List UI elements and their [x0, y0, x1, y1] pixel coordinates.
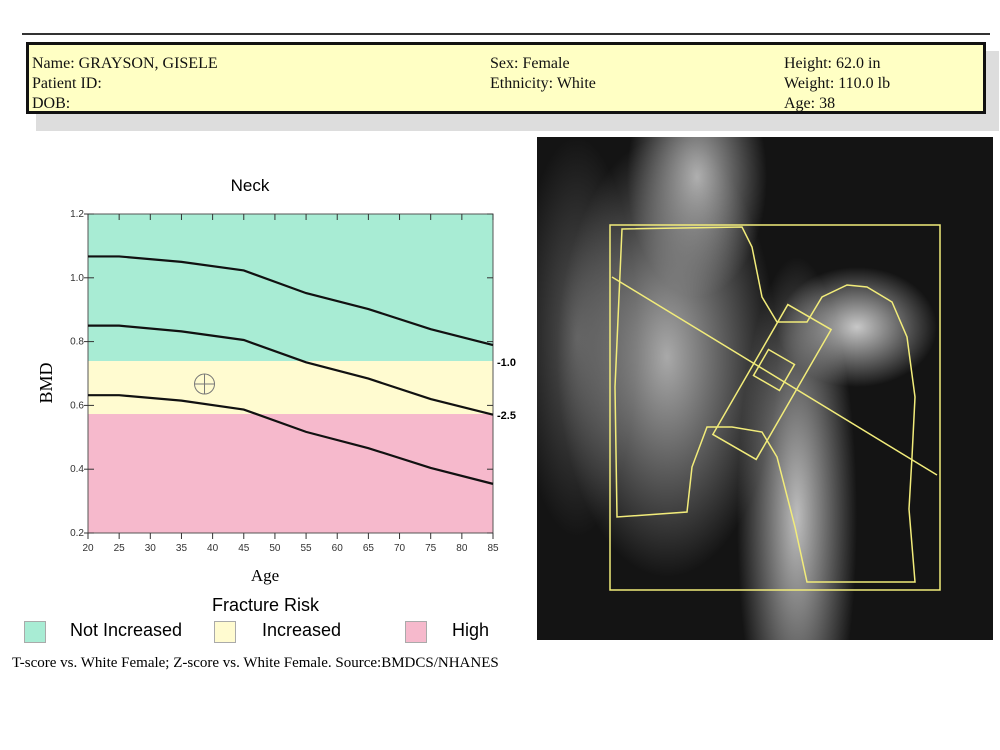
legend-label-not-increased: Not Increased: [70, 620, 183, 640]
y-tick-label: 0.6: [70, 400, 84, 411]
y-tick-label: 0.8: [70, 337, 84, 348]
plot-frame: [87, 213, 494, 534]
x-axis-label: Age: [251, 566, 279, 585]
neck-axis-line: [611, 276, 938, 476]
bmd-chart: Neck 20 25 30 35 40 45 50 55 60 65 70 75 80 85 0.2 0.4 0…: [36, 176, 516, 585]
x-tick-label: 65: [363, 543, 375, 554]
t-score-label: -2.5: [497, 410, 516, 422]
roi-overlay: [609, 224, 941, 591]
y-axis-label: BMD: [36, 362, 56, 403]
y-tick-label: 1.2: [70, 209, 84, 220]
patient-dob: DOB:: [32, 95, 71, 112]
femur-outline: [614, 226, 916, 583]
x-tick-label: 85: [487, 543, 499, 554]
x-tick-label: 25: [114, 543, 126, 554]
top-rule: [22, 33, 990, 35]
x-tick-label: 45: [238, 543, 250, 554]
y-tick-label: 1.0: [70, 273, 84, 284]
x-tick-label: 75: [425, 543, 437, 554]
risk-band-2: [88, 414, 493, 533]
reference-curve-2: [88, 394, 494, 485]
x-tick-label: 50: [269, 543, 281, 554]
chart-title: Neck: [231, 176, 270, 195]
x-tick-label: 80: [456, 543, 468, 554]
x-tick-label: 35: [176, 543, 188, 554]
hip-dxa-scan-image: [537, 137, 993, 640]
reference-curve-1: [88, 324, 494, 416]
patient-age: Age: 38: [784, 95, 836, 112]
legend-label-increased: Increased: [262, 620, 342, 640]
patient-id: Patient ID:: [32, 75, 102, 92]
reference-curve-0: [88, 255, 494, 347]
x-tick-label: 70: [394, 543, 406, 554]
patient-ethnicity: Ethnicity: White: [490, 75, 596, 92]
legend-label-high: High: [452, 620, 490, 640]
x-tick-label: 60: [332, 543, 344, 554]
neck-box: [711, 303, 833, 461]
patient-marker-crosshair: [194, 374, 215, 395]
x-tick-label: 30: [145, 543, 157, 554]
y-tick-label: 0.2: [70, 528, 84, 539]
risk-band-1: [88, 361, 493, 415]
legend-swatch-not-increased: [24, 621, 46, 643]
ward-box: [752, 348, 796, 392]
patient-sex: Sex: Female: [490, 55, 570, 72]
x-tick-label: 40: [207, 543, 219, 554]
patient-info-box: Name: GRAYSON, GISELE Patient ID: DOB: S…: [26, 42, 986, 114]
legend-swatch-high: [405, 621, 427, 643]
patient-height: Height: 62.0 in: [784, 55, 881, 72]
y-tick-label: 0.4: [70, 464, 84, 475]
legend-swatch-increased: [214, 621, 236, 643]
patient-weight: Weight: 110.0 lb: [784, 75, 891, 92]
x-tick-label: 20: [82, 543, 94, 554]
patient-name: Name: GRAYSON, GISELE: [32, 55, 218, 72]
roi-box: [609, 224, 941, 591]
reference-footnote: T-score vs. White Female; Z-score vs. Wh…: [12, 655, 499, 671]
x-tick-label: 55: [301, 543, 313, 554]
t-score-label: -1.0: [497, 357, 516, 369]
legend-title: Fracture Risk: [212, 595, 320, 615]
